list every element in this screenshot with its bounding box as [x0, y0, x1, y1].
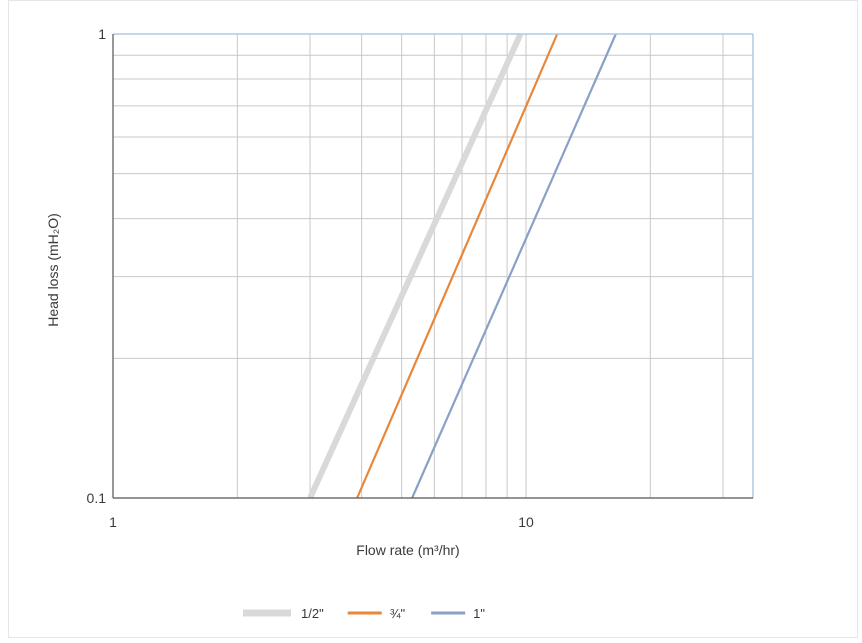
x-tick-label: 10: [518, 514, 534, 530]
x-axis-label: Flow rate (m³/hr): [356, 542, 459, 558]
series-line: [307, 32, 524, 500]
y-axis-label: Head loss (mH₂O): [45, 213, 61, 327]
y-tick-label: 0.1: [87, 490, 107, 506]
legend-label: ¾": [390, 606, 406, 621]
legend-label: 1/2": [301, 606, 324, 621]
series-line: [411, 33, 617, 499]
grid-lines: [113, 34, 753, 498]
x-tick-label: 1: [109, 514, 117, 530]
y-tick-label: 1: [98, 26, 106, 42]
series-lines: [307, 32, 617, 500]
axes: [112, 33, 754, 499]
series-line: [356, 33, 559, 499]
legend-label: 1": [473, 606, 485, 621]
legend: 1/2" ¾" 1": [243, 606, 485, 621]
